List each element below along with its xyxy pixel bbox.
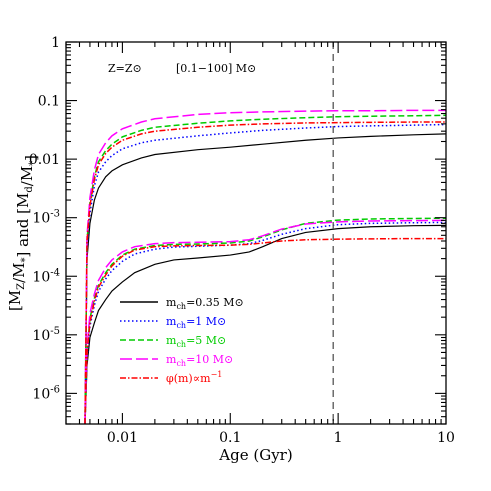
y-tick-label: 10-3 [32, 209, 60, 227]
series-line-metals-0 [84, 224, 447, 425]
x-tick-label: 0.01 [107, 430, 138, 446]
legend-label: φ(m)∝m−1 [166, 370, 222, 385]
y-tick-label: 10-4 [32, 267, 60, 285]
imf-range-annotation: [0.1−100] M⊙ [176, 62, 256, 75]
y-tick-label: 0.1 [38, 94, 60, 110]
y-tick-label: 1 [51, 35, 60, 51]
y-tick-label: 10-6 [32, 384, 60, 402]
series-line-metals-4 [84, 237, 446, 425]
legend-label: mch=5 M⊙ [166, 334, 226, 349]
series-layer [84, 109, 447, 425]
series-line-dust-9 [84, 121, 446, 425]
series-line-dust-6 [84, 123, 447, 425]
metallicity-annotation: Z=Z⊙ [108, 62, 142, 75]
legend-label: mch=10 M⊙ [166, 353, 233, 368]
series-line-dust-5 [84, 133, 447, 425]
y-tick-label: 0.01 [29, 152, 60, 168]
series-line-dust-8 [84, 109, 446, 425]
legend-label: mch=1 M⊙ [166, 315, 226, 330]
series-line-dust-7 [84, 114, 447, 425]
x-tick-label: 10 [437, 430, 455, 446]
legend-label: mch=0.35 M⊙ [166, 296, 244, 311]
x-tick-label: 1 [334, 430, 343, 446]
series-line-metals-1 [84, 221, 447, 425]
x-tick-label: 0.1 [219, 430, 241, 446]
y-axis-label: [MZ/M*] and [Md/M*] [6, 155, 40, 311]
plot-frame [65, 41, 447, 425]
legend: mch=0.35 M⊙ mch=1 M⊙ mch=5 M⊙ mch=10 M⊙ φ(m)… [120, 296, 244, 385]
y-tick-label: 10-5 [32, 326, 60, 344]
series-line-metals-3 [84, 219, 447, 425]
ticks-layer: 0.01 0.1 1 10 1 0.1 0.01 10-3 10-4 10-5 10-6 [29, 35, 455, 446]
x-axis-label: Age (Gyr) [218, 446, 292, 464]
